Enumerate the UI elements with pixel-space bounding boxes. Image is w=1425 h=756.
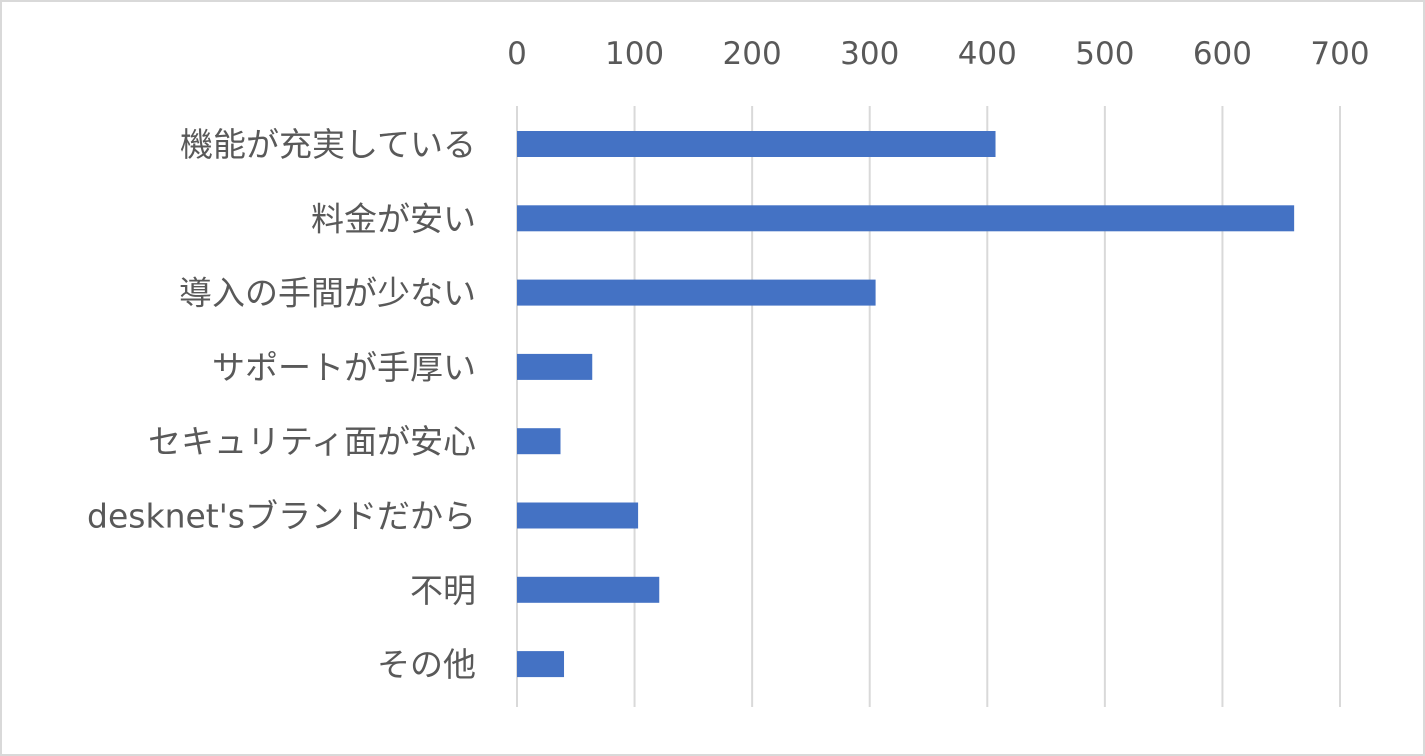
bar-4 [517,428,561,455]
category-label: 不明 [410,571,476,610]
x-tick-label: 600 [1193,36,1252,72]
bar-2 [517,279,876,306]
category-label: 機能が充実している [180,125,476,164]
bar-1 [517,205,1295,232]
gridlines [516,106,1341,707]
x-tick-label: 700 [1310,36,1369,72]
bar-5 [517,502,639,529]
category-label: サポートが手厚い [212,348,476,387]
category-label: その他 [377,645,476,684]
bar-7 [517,651,565,678]
category-labels: 機能が充実している料金が安い導入の手間が少ないサポートが手厚いセキュリティ面が安… [87,125,476,684]
category-label: 料金が安い [311,199,476,238]
bar-0 [517,131,996,157]
x-tick-label: 400 [958,36,1017,72]
x-tick-label: 100 [605,36,664,72]
bars [517,131,1295,678]
bar-6 [517,576,660,603]
category-label: セキュリティ面が安心 [148,422,476,461]
x-tick-label: 200 [723,36,782,72]
x-tick-label: 0 [507,36,527,72]
x-axis-tick-labels: 0 100 200 300 400 500 600 700 [507,36,1369,72]
x-tick-label: 500 [1075,36,1134,72]
category-label: 導入の手間が少ない [179,274,476,313]
bar-3 [517,353,593,380]
x-tick-label: 300 [840,36,899,72]
category-label: desknet'sブランドだから [87,497,476,536]
